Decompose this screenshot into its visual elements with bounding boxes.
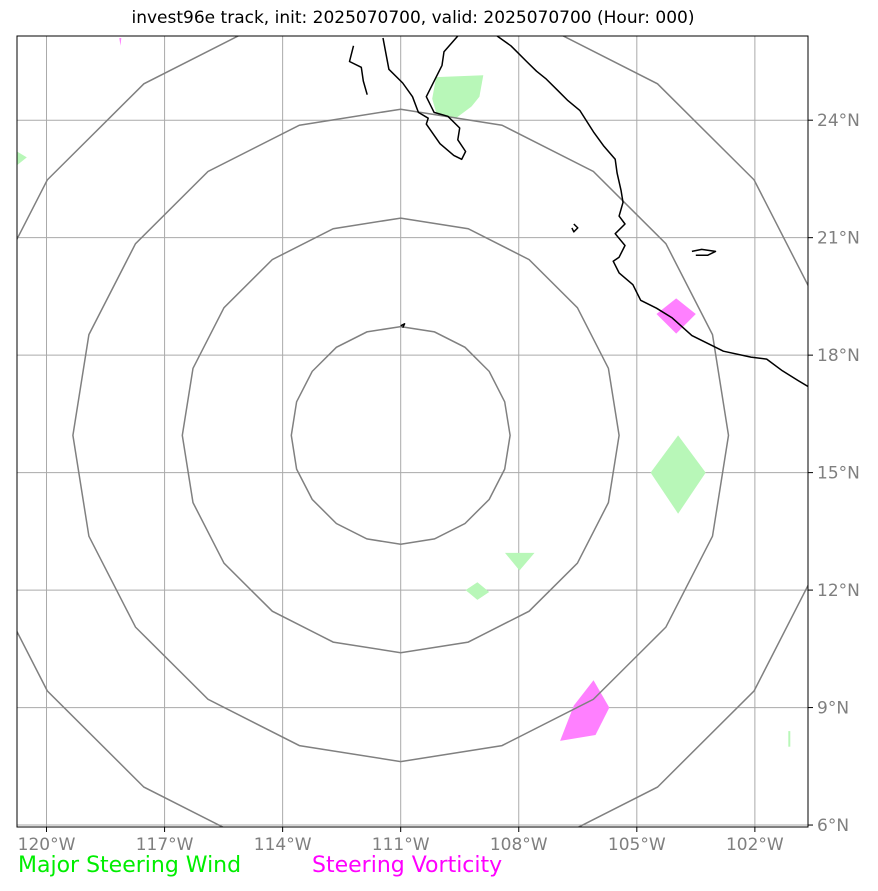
lon-tick-label: 120°W: [18, 835, 76, 855]
lat-tick-label: 21°N: [817, 229, 860, 249]
lon-tick-label: 108°W: [490, 835, 548, 855]
lat-tick-label: 24°N: [817, 111, 860, 131]
range-ring: [72, 108, 730, 763]
lon-tick-label: 111°W: [372, 835, 430, 855]
lon-tick-label: 114°W: [254, 835, 312, 855]
lon-tick-label: 117°W: [136, 835, 194, 855]
range-ring: [17, 36, 808, 827]
lon-tick-label: 102°W: [726, 835, 784, 855]
lat-tick-label: 9°N: [817, 699, 849, 719]
lon-tick-label: 105°W: [608, 835, 666, 855]
axis-ticks: 120°W 117°W 114°W 111°W 108°W 105°W 102°W 6°N 9°…: [18, 111, 860, 855]
steering-vorticity-area: [119, 38, 122, 46]
legend-steering-vorticity: Steering Vorticity: [312, 853, 503, 878]
lat-tick-label: 12°N: [817, 581, 860, 601]
legend-major-steering-wind: Major Steering Wind: [18, 853, 242, 878]
major-steering-wind-area: [505, 552, 535, 571]
map-frame: [16, 35, 809, 828]
map-background: [17, 36, 808, 827]
coastline: [571, 223, 579, 233]
lat-tick-label: 6°N: [817, 816, 849, 836]
coastline: [496, 36, 808, 388]
coastline: [348, 45, 368, 95]
coastline: [691, 248, 717, 257]
major-steering-wind-area: [465, 582, 490, 600]
major-steering-wind-area: [432, 75, 484, 119]
major-steering-wind-area: [788, 731, 791, 747]
range-ring: [290, 325, 511, 546]
range-ring: [181, 217, 620, 654]
coastline: [382, 36, 467, 161]
map-title: invest96e track, init: 2025070700, valid…: [131, 8, 695, 28]
range-rings: [17, 36, 808, 827]
lat-tick-label: 15°N: [817, 464, 860, 484]
coastline: [400, 323, 406, 329]
major-steering-wind-area: [17, 151, 27, 166]
major-steering-wind-area: [650, 435, 706, 514]
lat-tick-label: 18°N: [817, 346, 860, 366]
coastlines: [348, 36, 808, 388]
steering-vorticity-area: [656, 298, 696, 334]
